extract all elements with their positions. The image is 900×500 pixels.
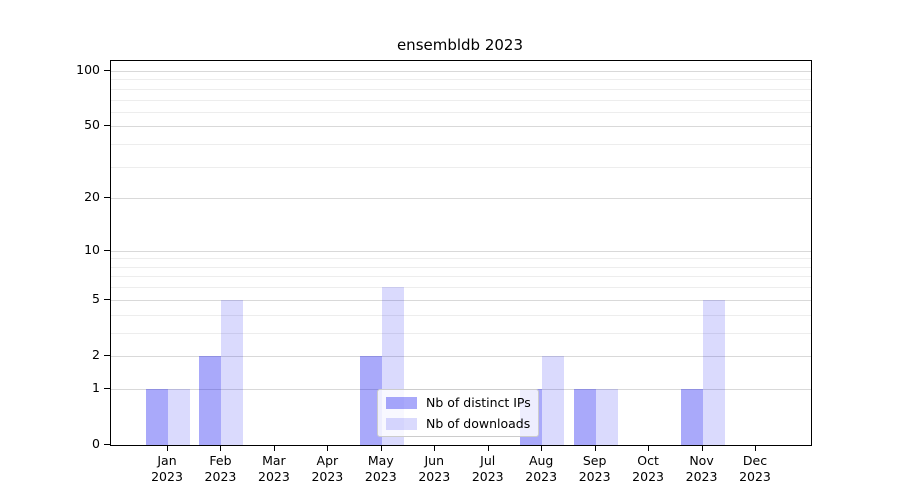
y-tick-2	[104, 354, 110, 356]
bar-nb-of-distinct-ips-nov-2023	[680, 388, 703, 445]
gridline-major-5	[111, 299, 811, 301]
gridline-minor-60	[111, 111, 811, 113]
gridline-minor-40	[111, 144, 811, 146]
x-tick-jul-2023	[487, 445, 489, 451]
x-tick-dec-2023	[754, 445, 756, 451]
plot-area: Nb of distinct IPs Nb of downloads	[110, 60, 812, 446]
y-tick-label-20: 20	[84, 189, 100, 205]
y-tick-0	[104, 444, 110, 445]
legend-label-distinct-ips: Nb of distinct IPs	[426, 395, 531, 410]
x-tick-label-dec-2023: Dec 2023	[739, 453, 771, 484]
gridline-minor-70	[111, 99, 811, 101]
y-tick-label-0: 0	[92, 436, 100, 451]
gridline-minor-4	[111, 314, 811, 316]
x-tick-apr-2023	[327, 445, 329, 451]
y-tick-label-50: 50	[84, 117, 100, 133]
y-tick-label-5: 5	[92, 290, 100, 306]
bar-nb-of-distinct-ips-sep-2023	[573, 388, 596, 445]
x-tick-label-sep-2023: Sep 2023	[578, 453, 611, 484]
x-tick-label-oct-2023: Oct 2023	[632, 453, 664, 484]
y-tick-10	[104, 249, 110, 251]
x-tick-sep-2023	[594, 445, 596, 451]
legend-item-distinct-ips: Nb of distinct IPs	[386, 394, 531, 412]
y-tick-label-10: 10	[84, 241, 100, 257]
gridline-minor-30	[111, 166, 811, 168]
y-tick-50	[104, 125, 110, 127]
x-tick-label-nov-2023: Nov 2023	[685, 453, 718, 484]
gridline-major-2	[111, 355, 811, 357]
bar-nb-of-downloads-aug-2023	[542, 355, 565, 445]
gridline-minor-8	[111, 266, 811, 268]
x-tick-feb-2023	[220, 445, 222, 451]
legend-item-downloads: Nb of downloads	[386, 415, 530, 433]
x-tick-may-2023	[380, 445, 382, 451]
y-tick-label-2: 2	[92, 346, 100, 362]
chart-title: ensembldb 2023	[396, 36, 524, 54]
gridline-minor-90	[111, 79, 811, 81]
bar-nb-of-downloads-jan-2023	[168, 388, 190, 445]
x-tick-oct-2023	[648, 445, 650, 451]
gridline-minor-80	[111, 88, 811, 90]
legend: Nb of distinct IPs Nb of downloads	[377, 389, 539, 437]
bar-nb-of-downloads-nov-2023	[702, 299, 725, 445]
gridline-major-20	[111, 198, 811, 200]
gridline-minor-6	[111, 287, 811, 289]
x-tick-nov-2023	[701, 445, 703, 451]
y-tick-20	[104, 197, 110, 199]
gridline-minor-7	[111, 276, 811, 278]
legend-swatch-downloads	[386, 417, 417, 430]
x-tick-label-may-2023: May 2023	[364, 453, 397, 484]
bar-nb-of-downloads-feb-2023	[221, 299, 244, 445]
x-tick-aug-2023	[541, 445, 543, 451]
y-tick-100	[104, 70, 110, 71]
x-tick-label-jun-2023: Jun 2023	[418, 453, 451, 484]
gridline-major-50	[111, 126, 811, 128]
bar-nb-of-distinct-ips-feb-2023	[199, 355, 222, 445]
gridline-major-100	[111, 71, 811, 72]
gridline-minor-9	[111, 258, 811, 260]
x-tick-label-feb-2023: Feb 2023	[204, 453, 237, 484]
x-tick-label-apr-2023: Apr 2023	[311, 453, 344, 484]
bar-nb-of-distinct-ips-jan-2023	[146, 388, 168, 445]
bar-nb-of-downloads-sep-2023	[595, 388, 618, 445]
legend-label-downloads: Nb of downloads	[426, 416, 531, 431]
x-tick-jan-2023	[167, 445, 168, 451]
y-tick-1	[104, 387, 110, 389]
legend-swatch-distinct-ips	[386, 396, 417, 409]
x-tick-label-jan-2023: Jan 2023	[151, 453, 183, 484]
y-tick-label-1: 1	[92, 379, 100, 395]
bar-nb-of-distinct-ips-may-2023	[359, 355, 382, 445]
x-tick-jun-2023	[434, 445, 436, 451]
x-tick-label-mar-2023: Mar 2023	[258, 453, 290, 484]
x-tick-label-jul-2023: Jul 2023	[471, 453, 504, 484]
gridline-minor-3	[111, 332, 811, 334]
x-tick-mar-2023	[273, 445, 275, 451]
y-tick-label-100: 100	[76, 62, 100, 77]
x-tick-label-aug-2023: Aug 2023	[525, 453, 558, 484]
y-tick-5	[104, 298, 110, 300]
gridline-major-10	[111, 250, 811, 252]
